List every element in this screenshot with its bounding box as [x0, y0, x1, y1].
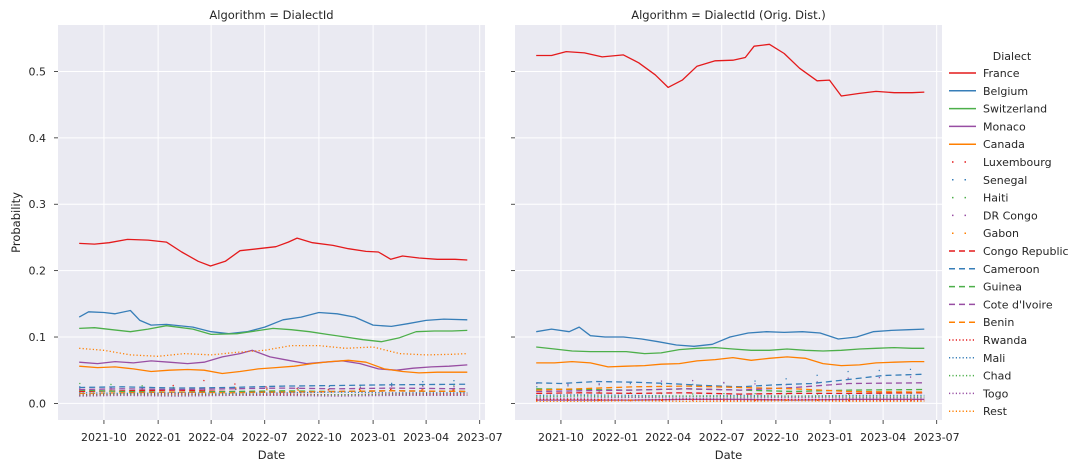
- x-tick-label: 2021-10: [538, 431, 584, 444]
- legend-label-chad: Chad: [983, 370, 1011, 383]
- legend-label-cameroon: Cameroon: [983, 263, 1040, 276]
- series-line-switzerland: [79, 325, 468, 343]
- legend-label-rwanda: Rwanda: [983, 334, 1027, 347]
- x-tick-label: 2022-01: [135, 431, 181, 444]
- x-tick-label: 2021-10: [81, 431, 127, 444]
- y-tick-label: 0.1: [29, 331, 47, 344]
- legend-label-cote-d-ivoire: Cote d'Ivoire: [983, 298, 1053, 311]
- x-tick-label: 2022-04: [645, 431, 691, 444]
- series-line-benin: [536, 385, 925, 393]
- legend-label-gabon: Gabon: [983, 227, 1019, 240]
- series-line-france: [536, 43, 925, 97]
- panel-title: Algorithm = DialectId (Orig. Dist.): [631, 8, 826, 22]
- x-axis-label: Date: [258, 448, 286, 462]
- series-line-cameroon: [536, 373, 925, 388]
- legend-label-canada: Canada: [983, 138, 1025, 151]
- series-line-chad: [536, 395, 925, 398]
- series-line-switzerland: [536, 346, 925, 355]
- legend-label-switzerland: Switzerland: [983, 103, 1047, 116]
- legend-label-luxembourg: Luxembourg: [983, 156, 1052, 169]
- legend-label-belgium: Belgium: [983, 85, 1028, 98]
- x-tick-label: 2022-10: [753, 431, 799, 444]
- series-line-belgium: [536, 326, 925, 347]
- legend-label-senegal: Senegal: [983, 174, 1027, 187]
- series-line-monaco: [79, 349, 468, 371]
- y-tick-label: 0.2: [29, 265, 47, 278]
- x-tick-label: 2022-07: [699, 431, 745, 444]
- x-tick-label: 2023-07: [914, 431, 960, 444]
- legend-label-dr-congo: DR Congo: [983, 209, 1038, 222]
- series-line-mali: [536, 394, 925, 397]
- x-tick-label: 2023-04: [860, 431, 906, 444]
- x-tick-label: 2023-01: [807, 431, 853, 444]
- series-line-france: [79, 237, 468, 267]
- y-tick-label: 0.4: [29, 132, 47, 145]
- panel-background: [58, 25, 485, 420]
- series-line-togo: [79, 394, 468, 397]
- legend-label-france: France: [983, 67, 1020, 80]
- panel-background: [515, 25, 942, 420]
- y-tick-label: 0.3: [29, 198, 47, 211]
- y-tick-label: 0.5: [29, 65, 47, 78]
- x-tick-label: 2022-01: [592, 431, 638, 444]
- series-line-togo: [536, 396, 925, 399]
- series-line-mali: [79, 391, 468, 395]
- x-tick-label: 2023-04: [403, 431, 449, 444]
- legend: Dialect France Belgium Switzerland Monaco Can…: [949, 50, 1069, 418]
- y-axis-label: Probability: [9, 192, 23, 253]
- series-line-rest: [536, 400, 925, 403]
- x-tick-label: 2022-10: [296, 431, 342, 444]
- legend-label-rest: Rest: [983, 405, 1008, 418]
- legend-label-togo: Togo: [982, 387, 1009, 400]
- panel-title: Algorithm = DialectId: [209, 8, 333, 22]
- series-line-canada: [536, 356, 925, 368]
- x-axis-label: Date: [715, 448, 743, 462]
- legend-label-monaco: Monaco: [983, 120, 1026, 133]
- series-line-rest: [79, 344, 468, 357]
- legend-label-haiti: Haiti: [983, 192, 1008, 205]
- panel-1: Algorithm = DialectId 2021-10 2022-01 2022-…: [9, 8, 503, 462]
- series-line-cote-d-ivoire: [79, 387, 468, 391]
- legend-label-benin: Benin: [983, 316, 1014, 329]
- legend-title: Dialect: [993, 50, 1032, 63]
- series-line-cameroon: [79, 383, 468, 389]
- series-line-belgium: [78, 309, 468, 335]
- legend-label-guinea: Guinea: [983, 281, 1022, 294]
- series-line-rwanda: [536, 398, 925, 401]
- x-tick-label: 2022-04: [188, 431, 234, 444]
- series-line-congo-republic: [536, 392, 925, 395]
- x-tick-label: 2023-01: [350, 431, 396, 444]
- legend-label-congo-republic: Congo Republic: [983, 245, 1069, 258]
- series-line-cote-d-ivoire: [536, 382, 925, 393]
- panel-2: Algorithm = DialectId (Orig. Dist.) 2021-…: [511, 8, 960, 462]
- y-tick-label: 0.0: [29, 397, 47, 410]
- x-tick-label: 2023-07: [457, 431, 503, 444]
- x-tick-label: 2022-07: [242, 431, 288, 444]
- legend-label-mali: Mali: [983, 352, 1005, 365]
- series-line-canada: [79, 359, 468, 375]
- series-line-guinea: [536, 388, 925, 393]
